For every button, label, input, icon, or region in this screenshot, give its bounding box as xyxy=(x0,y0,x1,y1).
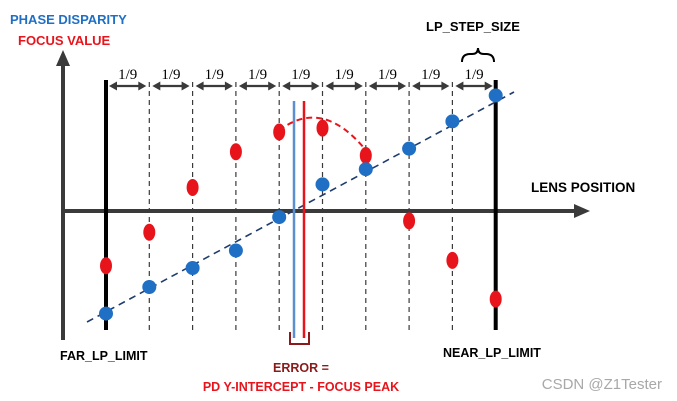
step-fraction-label: 1/9 xyxy=(335,67,354,83)
step-arrow-head-right xyxy=(181,81,190,91)
step-fraction-label: 1/9 xyxy=(464,67,483,83)
focus-value-point xyxy=(273,123,286,141)
step-arrow-head-left xyxy=(325,81,334,91)
focus-value-point xyxy=(100,257,112,275)
x-axis-label-lens-position: LENS POSITION xyxy=(531,180,635,195)
step-fraction-label: 1/9 xyxy=(291,67,310,83)
step-fraction-label: 1/9 xyxy=(421,67,440,83)
phase-disparity-points xyxy=(99,88,503,321)
phase-disparity-trend-line xyxy=(86,91,515,323)
step-arrow-head-right xyxy=(268,81,277,91)
phase-disparity-point xyxy=(99,306,113,321)
step-arrow-head-right xyxy=(398,81,407,91)
step-arrow-head-left xyxy=(282,81,291,91)
phase-disparity-point xyxy=(142,280,157,294)
phase-disparity-point xyxy=(488,88,503,103)
near-lp-limit-label: NEAR_LP_LIMIT xyxy=(443,346,541,360)
step-fraction-label: 1/9 xyxy=(378,67,397,83)
focus-value-point xyxy=(186,178,199,196)
lens-step-lines xyxy=(104,80,498,330)
y-axis-arrowhead xyxy=(56,50,70,66)
lp-step-size-label: LP_STEP_SIZE xyxy=(426,19,520,34)
step-arrow-head-left xyxy=(455,81,464,91)
phase-disparity-point xyxy=(272,210,287,225)
phase-disparity-point xyxy=(228,243,243,258)
focus-peak-curve xyxy=(278,116,367,151)
error-label: ERROR = xyxy=(273,361,329,375)
axes xyxy=(56,50,590,340)
step-arrow-head-left xyxy=(195,81,204,91)
step-arrow-head-right xyxy=(311,81,320,91)
step-arrow-head-right xyxy=(138,81,147,91)
step-arrow-head-left xyxy=(412,81,421,91)
phase-disparity-point xyxy=(402,141,417,156)
focus-value-point xyxy=(446,251,459,269)
focus-value-point xyxy=(359,147,372,165)
phase-disparity-point xyxy=(315,177,330,192)
step-arrow-head-right xyxy=(484,81,493,91)
phase-disparity-point xyxy=(358,162,373,177)
step-size-brace xyxy=(461,47,495,63)
step-fraction-label: 1/9 xyxy=(161,67,180,83)
step-fraction-label: 1/9 xyxy=(205,67,224,83)
y-axis-label-focus-value: FOCUS VALUE xyxy=(18,33,111,48)
focus-value-points xyxy=(100,119,502,308)
error-formula-label: PD Y-INTERCEPT - FOCUS PEAK xyxy=(203,380,399,394)
phase-disparity-point xyxy=(185,261,200,275)
phase-disparity-point xyxy=(445,114,460,129)
step-arrow-head-left xyxy=(368,81,377,91)
error-bracket xyxy=(289,332,310,345)
step-arrow-head-left xyxy=(109,81,117,91)
focus-value-point xyxy=(143,223,156,241)
step-arrow-head-left xyxy=(238,81,247,91)
focus-value-point xyxy=(229,143,242,161)
focus-value-point xyxy=(316,119,329,137)
step-arrow-head-left xyxy=(152,81,161,91)
step-size-arrows: 1/9 1/9 1/9 1/9 1/9 1/9 1/9 1/9 1/9 xyxy=(109,67,493,91)
step-fraction-label: 1/9 xyxy=(248,67,267,83)
step-fraction-label: 1/9 xyxy=(118,67,137,83)
y-axis-label-phase-disparity: PHASE DISPARITY xyxy=(10,12,127,27)
focus-value-point xyxy=(489,290,502,308)
focus-value-point xyxy=(403,212,416,230)
far-lp-limit-label: FAR_LP_LIMIT xyxy=(60,349,148,363)
step-arrow-head-right xyxy=(224,81,233,91)
x-axis-arrowhead xyxy=(574,204,590,218)
step-arrow-head-right xyxy=(441,81,450,91)
watermark: CSDN @Z1Tester xyxy=(542,376,662,393)
step-arrow-head-right xyxy=(354,81,363,91)
